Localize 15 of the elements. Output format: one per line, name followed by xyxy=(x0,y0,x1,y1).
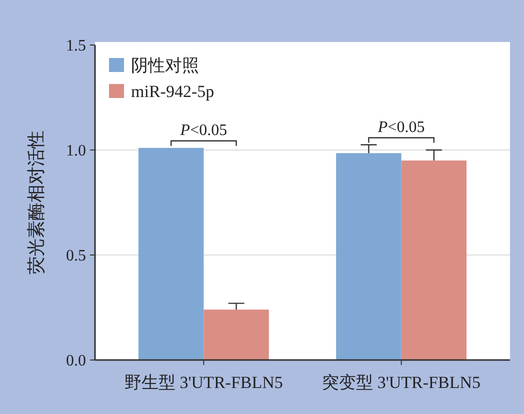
annotation: P<0.05 xyxy=(376,118,425,136)
bar xyxy=(138,148,204,360)
y-axis-title: 荧光素酶相对活性 xyxy=(26,130,46,274)
annotation: P<0.05 xyxy=(179,122,228,139)
legend-label: miR-942-5p xyxy=(131,82,214,101)
x-tick-label: 野生型 3'UTR-FBLN5 xyxy=(124,373,283,392)
y-tick-label: 0.5 xyxy=(66,248,86,265)
bar xyxy=(204,310,269,360)
y-tick-label: 1.0 xyxy=(66,142,86,160)
y-tick-label: 0.0 xyxy=(66,352,86,370)
y-tick-label: 1.5 xyxy=(66,38,86,55)
x-tick-label: 突变型 3'UTR-FBLN5 xyxy=(322,373,481,392)
bar xyxy=(401,160,467,360)
bar xyxy=(336,153,402,360)
legend-label: 阴性对照 xyxy=(131,56,199,75)
